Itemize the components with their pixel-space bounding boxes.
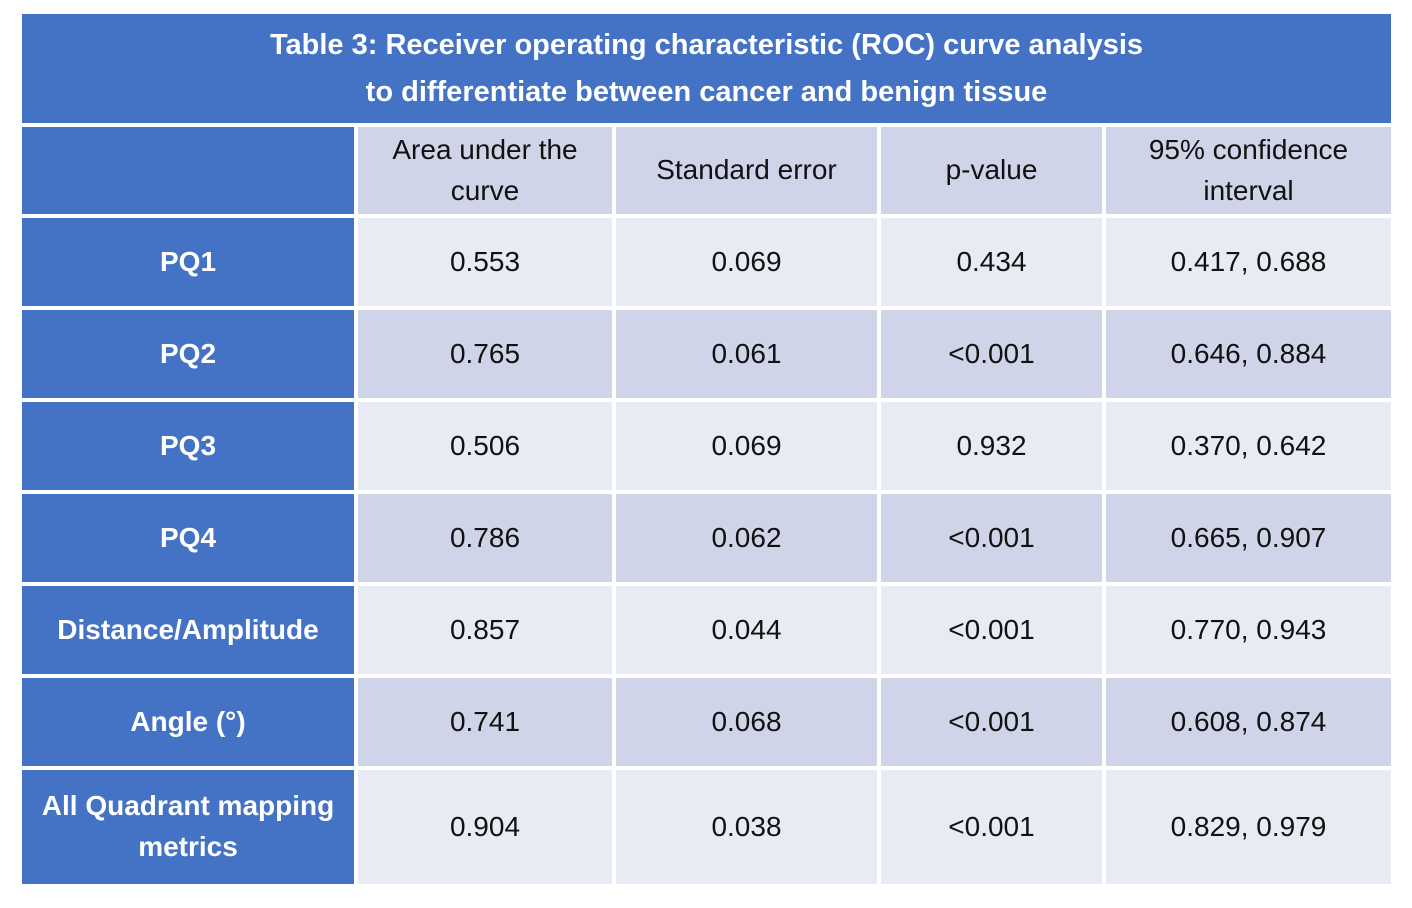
- column-header-confidence-interval: 95% confidence interval: [1106, 127, 1391, 214]
- pq1-confidence-interval-value: 0.417, 0.688: [1106, 218, 1391, 306]
- pq3-p-value: 0.932: [881, 402, 1102, 490]
- row-label-distance-amplitude: Distance/Amplitude: [22, 586, 354, 674]
- table-title-line2: to differentiate between cancer and beni…: [365, 75, 1048, 108]
- column-header-auc: Area under the curve: [358, 127, 612, 214]
- corner-blank-cell: [22, 127, 354, 214]
- pq3-confidence-interval-value: 0.370, 0.642: [1106, 402, 1391, 490]
- pq1-standard-error-value: 0.069: [616, 218, 877, 306]
- pq4-auc-value: 0.786: [358, 494, 612, 582]
- pq2-confidence-interval-value: 0.646, 0.884: [1106, 310, 1391, 398]
- pq4-standard-error-value: 0.062: [616, 494, 877, 582]
- all-quadrant-auc-value: 0.904: [358, 770, 612, 884]
- all-quadrant-p-value: <0.001: [881, 770, 1102, 884]
- pq2-p-value: <0.001: [881, 310, 1102, 398]
- pq2-standard-error-value: 0.061: [616, 310, 877, 398]
- distance-amplitude-auc-value: 0.857: [358, 586, 612, 674]
- angle-p-value: <0.001: [881, 678, 1102, 766]
- row-label-all-quadrant-mapping-metrics: All Quadrant mapping metrics: [22, 770, 354, 884]
- distance-amplitude-p-value: <0.001: [881, 586, 1102, 674]
- row-label-pq1: PQ1: [22, 218, 354, 306]
- roc-analysis-table: Table 3: Receiver operating characterist…: [22, 14, 1391, 884]
- all-quadrant-confidence-interval-value: 0.829, 0.979: [1106, 770, 1391, 884]
- pq4-p-value: <0.001: [881, 494, 1102, 582]
- pq3-standard-error-value: 0.069: [616, 402, 877, 490]
- angle-confidence-interval-value: 0.608, 0.874: [1106, 678, 1391, 766]
- row-label-pq3: PQ3: [22, 402, 354, 490]
- distance-amplitude-confidence-interval-value: 0.770, 0.943: [1106, 586, 1391, 674]
- row-label-pq4: PQ4: [22, 494, 354, 582]
- column-header-standard-error: Standard error: [616, 127, 877, 214]
- table-title-line1: Table 3: Receiver operating characterist…: [269, 28, 1144, 61]
- row-label-pq2: PQ2: [22, 310, 354, 398]
- pq1-auc-value: 0.553: [358, 218, 612, 306]
- pq2-auc-value: 0.765: [358, 310, 612, 398]
- angle-standard-error-value: 0.068: [616, 678, 877, 766]
- pq3-auc-value: 0.506: [358, 402, 612, 490]
- pq4-confidence-interval-value: 0.665, 0.907: [1106, 494, 1391, 582]
- angle-auc-value: 0.741: [358, 678, 612, 766]
- column-header-p-value: p-value: [881, 127, 1102, 214]
- all-quadrant-standard-error-value: 0.038: [616, 770, 877, 884]
- table-title: Table 3: Receiver operating characterist…: [22, 14, 1391, 123]
- row-label-angle: Angle (°): [22, 678, 354, 766]
- distance-amplitude-standard-error-value: 0.044: [616, 586, 877, 674]
- pq1-p-value: 0.434: [881, 218, 1102, 306]
